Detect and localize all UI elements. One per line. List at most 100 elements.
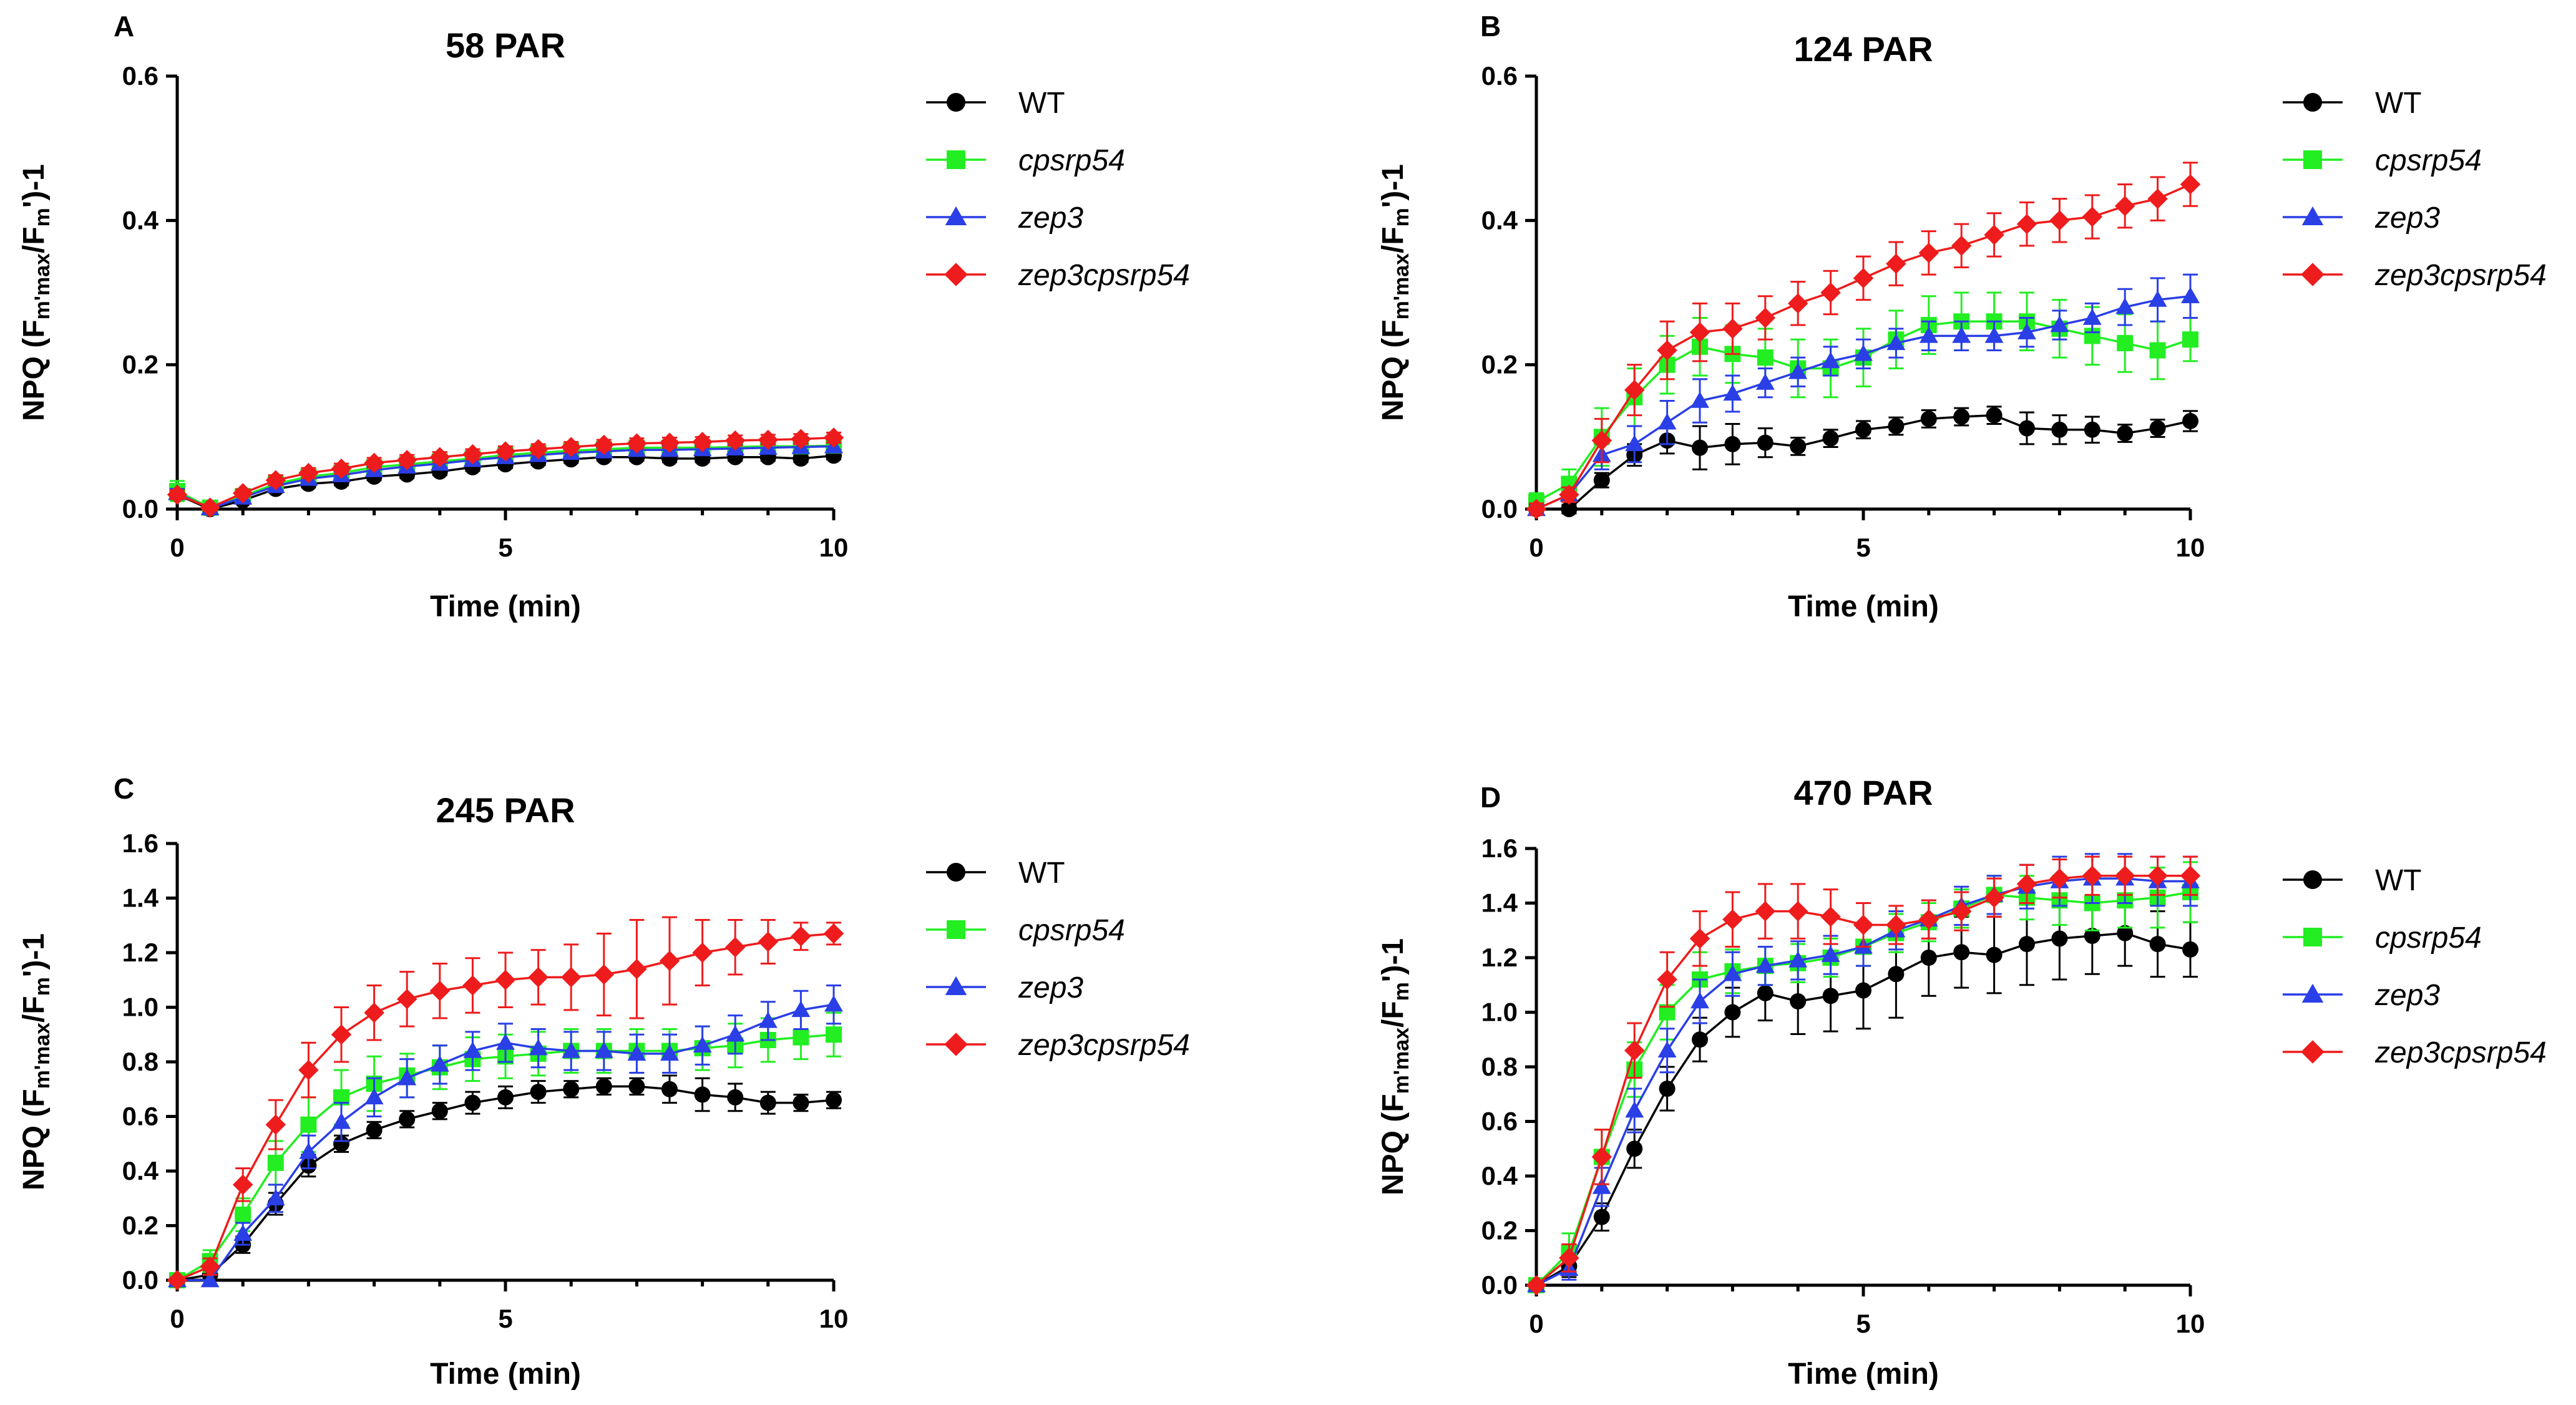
- y-tick-label: 0.2: [1481, 1216, 1518, 1245]
- y-axis-label-part: m: [31, 977, 54, 996]
- data-point: [200, 1271, 220, 1288]
- data-point: [1820, 907, 1841, 927]
- data-point: [265, 1114, 286, 1135]
- panel-letter: C: [114, 772, 134, 805]
- data-point: [1592, 1177, 1611, 1194]
- data-point: [659, 950, 680, 971]
- data-point: [2117, 334, 2134, 351]
- data-point: [2114, 865, 2135, 886]
- legend-marker-diamond: [944, 263, 968, 286]
- data-point: [1920, 411, 1937, 427]
- legend-marker-square: [2303, 928, 2322, 946]
- y-axis-label-part: ')-1: [1377, 164, 1410, 208]
- data-point: [399, 1111, 416, 1127]
- data-point: [826, 1092, 842, 1109]
- series-zep3: [168, 984, 843, 1288]
- data-point: [1690, 992, 1709, 1009]
- x-tick-label: 0: [1529, 533, 1543, 562]
- data-point: [1722, 318, 1743, 339]
- data-point: [1593, 472, 1610, 489]
- data-point: [659, 432, 680, 453]
- data-point: [562, 1041, 581, 1058]
- data-point: [2082, 308, 2102, 325]
- data-point: [593, 964, 615, 985]
- legend-label: zep3cpsrp54: [1018, 259, 1190, 292]
- data-point: [232, 1174, 253, 1195]
- x-tick-label: 0: [1529, 1309, 1543, 1338]
- y-axis-label-part: m: [1390, 208, 1413, 226]
- legend-marker-circle: [947, 863, 965, 882]
- legend: WT cpsrp54 zep3 zep3cpsrp54: [926, 87, 1190, 292]
- data-point: [497, 1089, 514, 1106]
- data-point: [1886, 253, 1906, 274]
- data-point: [2180, 174, 2201, 195]
- data-point: [1854, 344, 1873, 361]
- y-axis-label-part: /F: [1377, 226, 1410, 253]
- data-point: [2082, 865, 2103, 886]
- data-point: [2115, 298, 2135, 314]
- y-axis-label: NPQ (Fm'max/Fm')-1: [1377, 938, 1413, 1195]
- data-point: [1723, 384, 1742, 401]
- data-point: [1755, 901, 1776, 921]
- data-point: [429, 981, 451, 1001]
- data-point: [299, 1142, 318, 1159]
- x-axis-label: Time (min): [430, 590, 581, 623]
- data-point: [693, 1036, 712, 1053]
- y-axis-label-part: ')-1: [17, 933, 51, 977]
- data-point: [2050, 316, 2069, 333]
- panel-c: C 245 PAR 0.0 0.2 0.4 0.6 0.8 1.0 1.2 1.4 1.6 0 5 10 T…: [17, 772, 1190, 1391]
- data-point: [1822, 988, 1839, 1004]
- y-axis-label-part: NPQ (F: [1377, 319, 1410, 421]
- data-point: [661, 1081, 678, 1097]
- data-point: [758, 1011, 778, 1028]
- data-point: [1984, 225, 2004, 245]
- data-point: [694, 1086, 711, 1103]
- data-point: [560, 967, 582, 988]
- data-point: [1526, 1275, 1547, 1296]
- data-point: [1787, 293, 1808, 314]
- y-tick-label: 0.6: [122, 1102, 159, 1131]
- data-point: [1952, 326, 1971, 343]
- data-point: [529, 1039, 548, 1056]
- data-point: [823, 427, 844, 448]
- data-point: [1625, 1101, 1644, 1118]
- data-point: [528, 967, 549, 988]
- data-point: [530, 1084, 547, 1101]
- data-point: [724, 430, 746, 451]
- data-point: [793, 450, 809, 467]
- data-point: [1657, 1041, 1677, 1057]
- data-point: [1757, 984, 1773, 1001]
- legend: WT cpsrp54 zep3 zep3cpsrp54: [2283, 864, 2547, 1069]
- data-point: [1820, 282, 1841, 303]
- x-tick-label: 10: [2176, 533, 2205, 562]
- y-tick-label: 0.2: [122, 350, 159, 379]
- y-tick-label: 0.6: [1481, 61, 1518, 90]
- data-point: [1822, 430, 1839, 447]
- x-tick-label: 10: [819, 533, 849, 562]
- y-axis-label-part: NPQ (F: [17, 319, 51, 421]
- data-point: [1953, 944, 1970, 961]
- data-point: [1624, 379, 1645, 401]
- data-point: [398, 1069, 417, 1086]
- legend-label: cpsrp54: [1018, 914, 1125, 947]
- data-point: [2148, 290, 2167, 307]
- data-point: [1755, 308, 1776, 328]
- data-point: [627, 433, 647, 454]
- data-point: [1692, 439, 1708, 456]
- y-tick-label: 1.4: [1481, 888, 1518, 918]
- data-point: [1821, 945, 1840, 962]
- y-axis-label-part: ')-1: [17, 164, 51, 208]
- legend-label: WT: [1018, 857, 1065, 890]
- data-point: [1787, 901, 1808, 921]
- data-point: [464, 1094, 481, 1111]
- data-point: [496, 1033, 515, 1050]
- data-point: [823, 923, 844, 944]
- y-axis-label-part: m'max: [1390, 253, 1413, 319]
- data-point: [1755, 373, 1775, 390]
- data-point: [1919, 326, 1938, 343]
- y-tick-label: 0.4: [122, 205, 159, 235]
- data-point: [1951, 901, 1972, 921]
- panel-letter: A: [114, 10, 134, 42]
- data-point: [1757, 349, 1773, 366]
